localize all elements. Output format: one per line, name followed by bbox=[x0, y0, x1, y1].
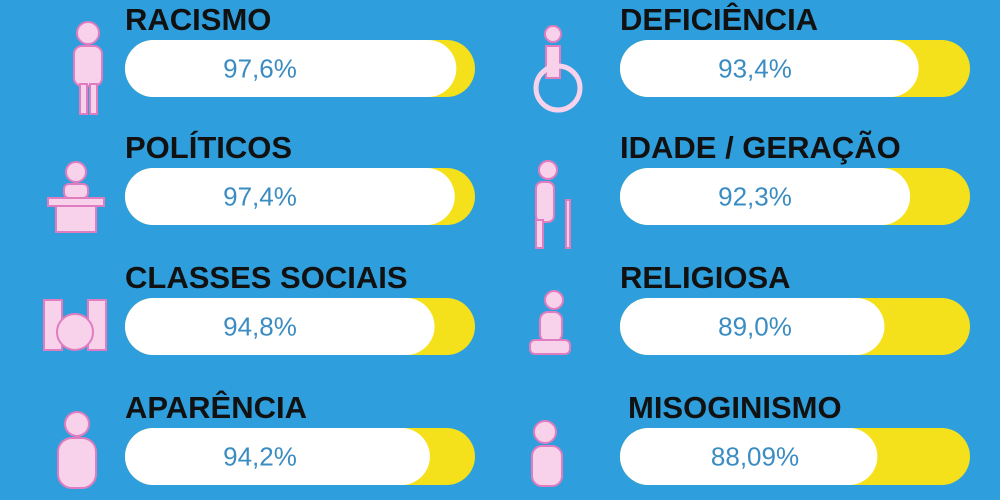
category-label: DEFICIÊNCIA bbox=[620, 1, 818, 37]
bar bbox=[125, 40, 457, 97]
bar bbox=[620, 168, 911, 225]
value-label: 93,4% bbox=[718, 53, 792, 83]
value-label: 94,2% bbox=[223, 441, 297, 471]
icon-elder bbox=[535, 160, 571, 249]
category-label: RACISMO bbox=[125, 2, 271, 37]
icon-politician bbox=[47, 161, 105, 233]
icon-praying bbox=[529, 290, 571, 355]
category-label: APARÊNCIA bbox=[125, 389, 307, 425]
value-label: 94,8% bbox=[223, 311, 297, 341]
value-label: 92,3% bbox=[718, 181, 792, 211]
category-label: RELIGIOSA bbox=[620, 260, 791, 295]
category-label: CLASSES SOCIAIS bbox=[125, 260, 408, 295]
bar bbox=[125, 428, 430, 485]
bar bbox=[125, 168, 455, 225]
value-label: 97,4% bbox=[223, 181, 297, 211]
icon-wheelchair bbox=[533, 25, 583, 113]
value-label: 88,09% bbox=[711, 441, 799, 471]
category-label: POLÍTICOS bbox=[125, 130, 292, 165]
category-label: MISOGINISMO bbox=[628, 390, 842, 425]
category-label: IDADE / GERAÇÃO bbox=[620, 130, 901, 165]
icon-coins bbox=[43, 299, 107, 351]
icon-person bbox=[57, 411, 97, 489]
bar bbox=[620, 428, 878, 485]
bar bbox=[620, 40, 919, 97]
value-label: 97,6% bbox=[223, 53, 297, 83]
icon-woman bbox=[531, 420, 563, 487]
bar bbox=[125, 298, 435, 355]
value-label: 89,0% bbox=[718, 311, 792, 341]
icon-person bbox=[73, 21, 103, 115]
bar bbox=[620, 298, 885, 355]
